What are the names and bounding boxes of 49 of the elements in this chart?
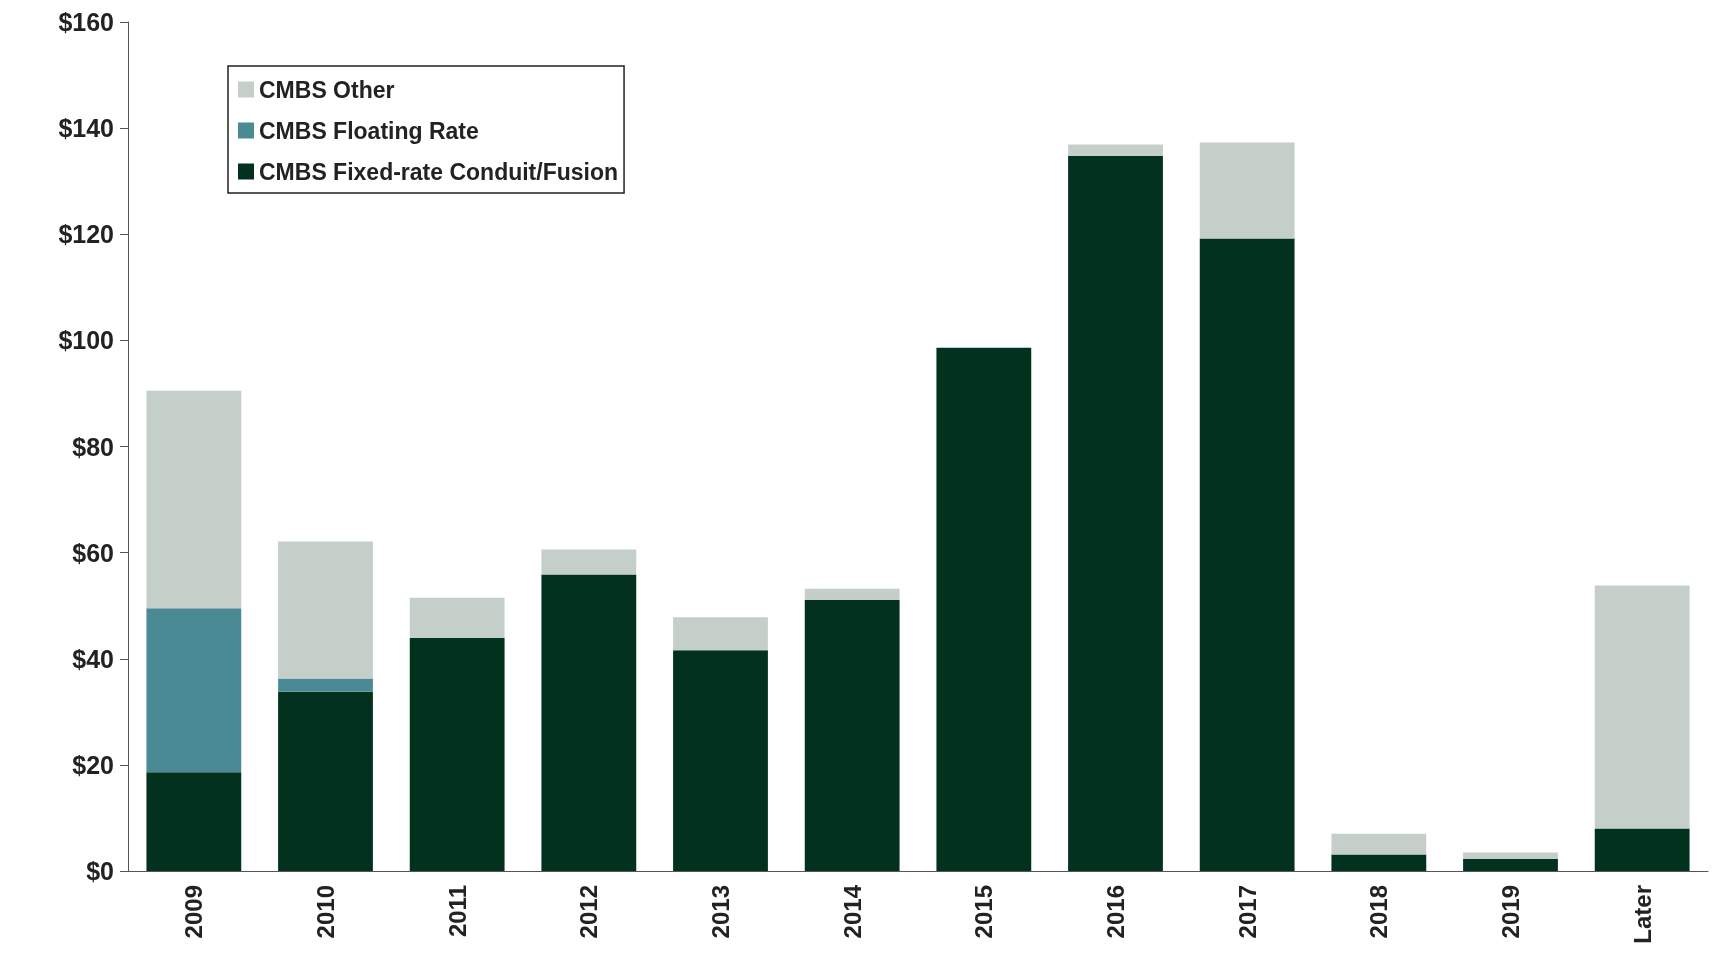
bar [278,541,373,679]
x-tick-label: 2014 [838,884,866,939]
bar [1463,858,1558,871]
x-tick-label: 2012 [575,885,603,939]
x-tick-label: 2013 [707,885,734,939]
y-tick-label: $20 [72,750,114,779]
y-tick-label: $140 [58,114,114,143]
y-tick-label: $0 [86,857,114,885]
bar [1199,238,1295,871]
y-tick-label: $160 [58,8,114,36]
bar [1331,833,1427,855]
legend-label: CMBS Fixed-rate Conduit/Fusion [259,158,619,185]
y-tick-label: $60 [72,538,114,567]
legend-label: CMBS Other [259,76,395,103]
x-tick-label: 2016 [1102,885,1129,939]
bar [146,390,242,609]
x-tick-label: 2011 [443,885,471,938]
bar [146,772,242,871]
bar [936,347,1032,871]
y-tick-label: $100 [58,326,114,355]
bar [1068,155,1163,871]
bar [1463,852,1558,859]
legend-label: CMBS Floating Rate [259,117,479,144]
x-tick-label: 2010 [312,885,339,939]
bar [1068,144,1163,156]
x-tick-label: 2018 [1365,885,1393,939]
bar [1199,142,1295,239]
x-tick-label: Later [1628,885,1656,944]
x-tick-label: 2015 [970,885,998,939]
bar [541,574,637,871]
bar [409,597,505,639]
x-tick-label: 2009 [180,885,208,939]
bar [146,608,242,773]
bar [804,599,900,871]
bar [673,650,768,871]
y-tick-label: $40 [72,644,114,673]
bar [278,691,373,871]
y-tick-label: $80 [72,432,114,461]
bar [804,588,900,600]
bar [673,617,768,651]
x-tick-label: 2019 [1497,885,1524,939]
y-tick-label: $120 [58,220,114,249]
bar [541,549,637,575]
bar [278,678,373,692]
x-tick-label: 2017 [1233,885,1261,939]
bar [1594,828,1690,871]
bar [1331,854,1427,871]
bar [409,638,505,871]
bar [1594,585,1690,829]
